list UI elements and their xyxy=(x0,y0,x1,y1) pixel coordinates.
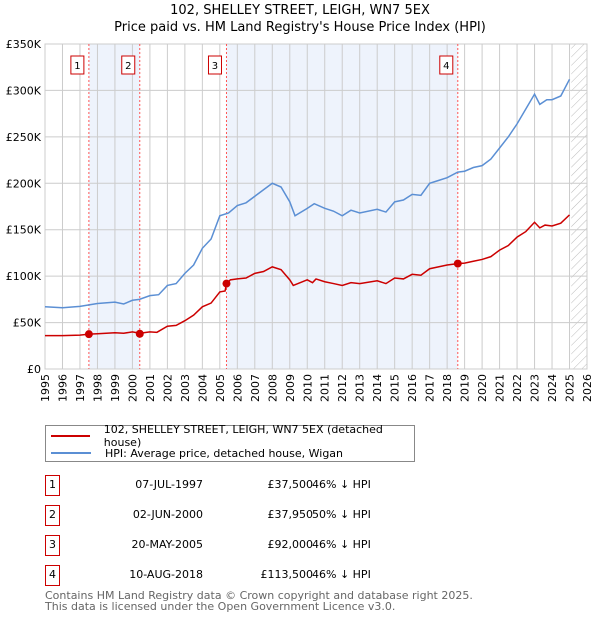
x-tick-label: 1999 xyxy=(109,374,122,402)
x-tick-label: 2013 xyxy=(354,374,367,402)
sale-label-box xyxy=(439,55,454,75)
y-tick-label: £100K xyxy=(6,270,42,283)
sale-marker-badge: 3 xyxy=(45,535,60,556)
sale-date: 10-AUG-2018 xyxy=(129,568,203,581)
footer-line: This data is licensed under the Open Gov… xyxy=(45,600,396,613)
x-tick-label: 2009 xyxy=(284,374,297,402)
sale-label-box xyxy=(70,55,85,75)
legend: 102, SHELLEY STREET, LEIGH, WN7 5EX (det… xyxy=(45,423,415,462)
plot-frame xyxy=(44,43,588,370)
x-tick-label: 2020 xyxy=(476,374,489,402)
hpi-diff: 46% ↓ HPI xyxy=(312,568,371,581)
x-tick-label: 2025 xyxy=(564,374,577,402)
sale-marker-badge: 1 xyxy=(45,475,60,496)
x-tick-label: 2002 xyxy=(161,374,174,402)
series-line xyxy=(45,214,571,337)
series-line xyxy=(44,78,571,309)
legend-item-hpi: HPI: Average price, detached house, Wiga… xyxy=(46,445,343,461)
sale-label: 3 xyxy=(212,61,218,72)
x-tick-label: 2023 xyxy=(529,374,542,402)
x-tick-label: 2012 xyxy=(336,374,349,402)
x-tick-label: 1996 xyxy=(56,374,69,402)
y-tick-label: £150K xyxy=(6,224,42,237)
sale-marker-badge: 4 xyxy=(45,565,60,586)
legend-swatch-blue xyxy=(51,452,91,454)
x-tick-label: 2010 xyxy=(301,374,314,402)
sale-price: £92,000 xyxy=(267,538,314,551)
y-tick-label: £0 xyxy=(27,363,41,376)
hpi-diff: 46% ↓ HPI xyxy=(312,478,371,491)
sale-price: £37,500 xyxy=(267,478,314,491)
y-tick-label: £350K xyxy=(6,38,42,51)
sale-label: 4 xyxy=(443,61,449,72)
sale-date: 02-JUN-2000 xyxy=(132,508,203,521)
x-tick-label: 2016 xyxy=(406,374,419,402)
sale-marker-badge: 2 xyxy=(45,505,60,526)
sale-price: £37,950 xyxy=(267,508,314,521)
x-tick-label: 2011 xyxy=(319,374,332,402)
sale-date: 07-JUL-1997 xyxy=(135,478,203,491)
footer: Contains HM Land Registry data © Crown c… xyxy=(45,590,473,612)
x-tick-label: 2022 xyxy=(511,374,524,402)
legend-swatch-red xyxy=(51,435,90,437)
x-tick-label: 2024 xyxy=(546,374,559,402)
x-tick-label: 2004 xyxy=(196,374,209,402)
x-tick-label: 2014 xyxy=(371,374,384,402)
y-tick-label: £300K xyxy=(6,84,42,97)
sale-label-box xyxy=(121,55,136,75)
sale-price: £113,500 xyxy=(260,568,314,581)
footer-line: Contains HM Land Registry data © Crown c… xyxy=(45,589,473,602)
sale-label: 1 xyxy=(74,61,80,72)
x-tick-label: 2018 xyxy=(441,374,454,402)
legend-label: HPI: Average price, detached house, Wiga… xyxy=(105,446,344,460)
sale-label-box xyxy=(207,55,222,75)
y-tick-label: £200K xyxy=(6,177,42,190)
table-row: 2 02-JUN-2000 £37,950 50% ↓ HPI xyxy=(45,505,465,527)
x-tick-label: 1997 xyxy=(74,374,87,402)
table-row: 3 20-MAY-2005 £92,000 46% ↓ HPI xyxy=(45,535,465,557)
x-tick-label: 2015 xyxy=(389,374,402,402)
sale-date: 20-MAY-2005 xyxy=(131,538,203,551)
sale-point xyxy=(222,279,231,288)
chart-title: 102, SHELLEY STREET, LEIGH, WN7 5EX xyxy=(170,3,430,18)
chart-subtitle: Price paid vs. HM Land Registry's House … xyxy=(114,20,486,35)
sale-label: 2 xyxy=(125,61,131,72)
x-tick-label: 2017 xyxy=(424,374,437,402)
y-tick-label: £50K xyxy=(13,317,42,330)
forecast-hatch xyxy=(571,44,587,369)
x-tick-label: 1998 xyxy=(91,374,104,402)
sale-point xyxy=(135,329,144,338)
x-tick-label: 2019 xyxy=(459,374,472,402)
hpi-diff: 50% ↓ HPI xyxy=(312,508,371,521)
x-tick-label: 2005 xyxy=(214,374,227,402)
legend-item-property: 102, SHELLEY STREET, LEIGH, WN7 5EX (det… xyxy=(46,423,414,449)
x-tick-label: 2006 xyxy=(231,374,244,402)
x-tick-label: 2007 xyxy=(249,374,262,402)
x-tick-label: 2026 xyxy=(581,374,594,402)
sale-point xyxy=(453,259,462,268)
legend-label: 102, SHELLEY STREET, LEIGH, WN7 5EX (det… xyxy=(103,423,383,449)
x-tick-label: 2000 xyxy=(126,374,139,402)
x-tick-label: 2021 xyxy=(494,374,507,402)
hpi-diff: 46% ↓ HPI xyxy=(312,538,371,551)
y-tick-label: £250K xyxy=(6,131,42,144)
x-tick-label: 2008 xyxy=(266,374,279,402)
x-tick-label: 2001 xyxy=(144,374,157,402)
sale-point xyxy=(84,330,93,339)
table-row: 4 10-AUG-2018 £113,500 46% ↓ HPI xyxy=(45,565,465,587)
x-tick-label: 2003 xyxy=(179,374,192,402)
price-chart: 1995 1996 1997 1998 1999 2000 2001 2002 2003 2004… xyxy=(6,38,594,402)
table-row: 1 07-JUL-1997 £37,500 46% ↓ HPI xyxy=(45,475,465,497)
x-tick-label: 1995 xyxy=(39,374,52,402)
